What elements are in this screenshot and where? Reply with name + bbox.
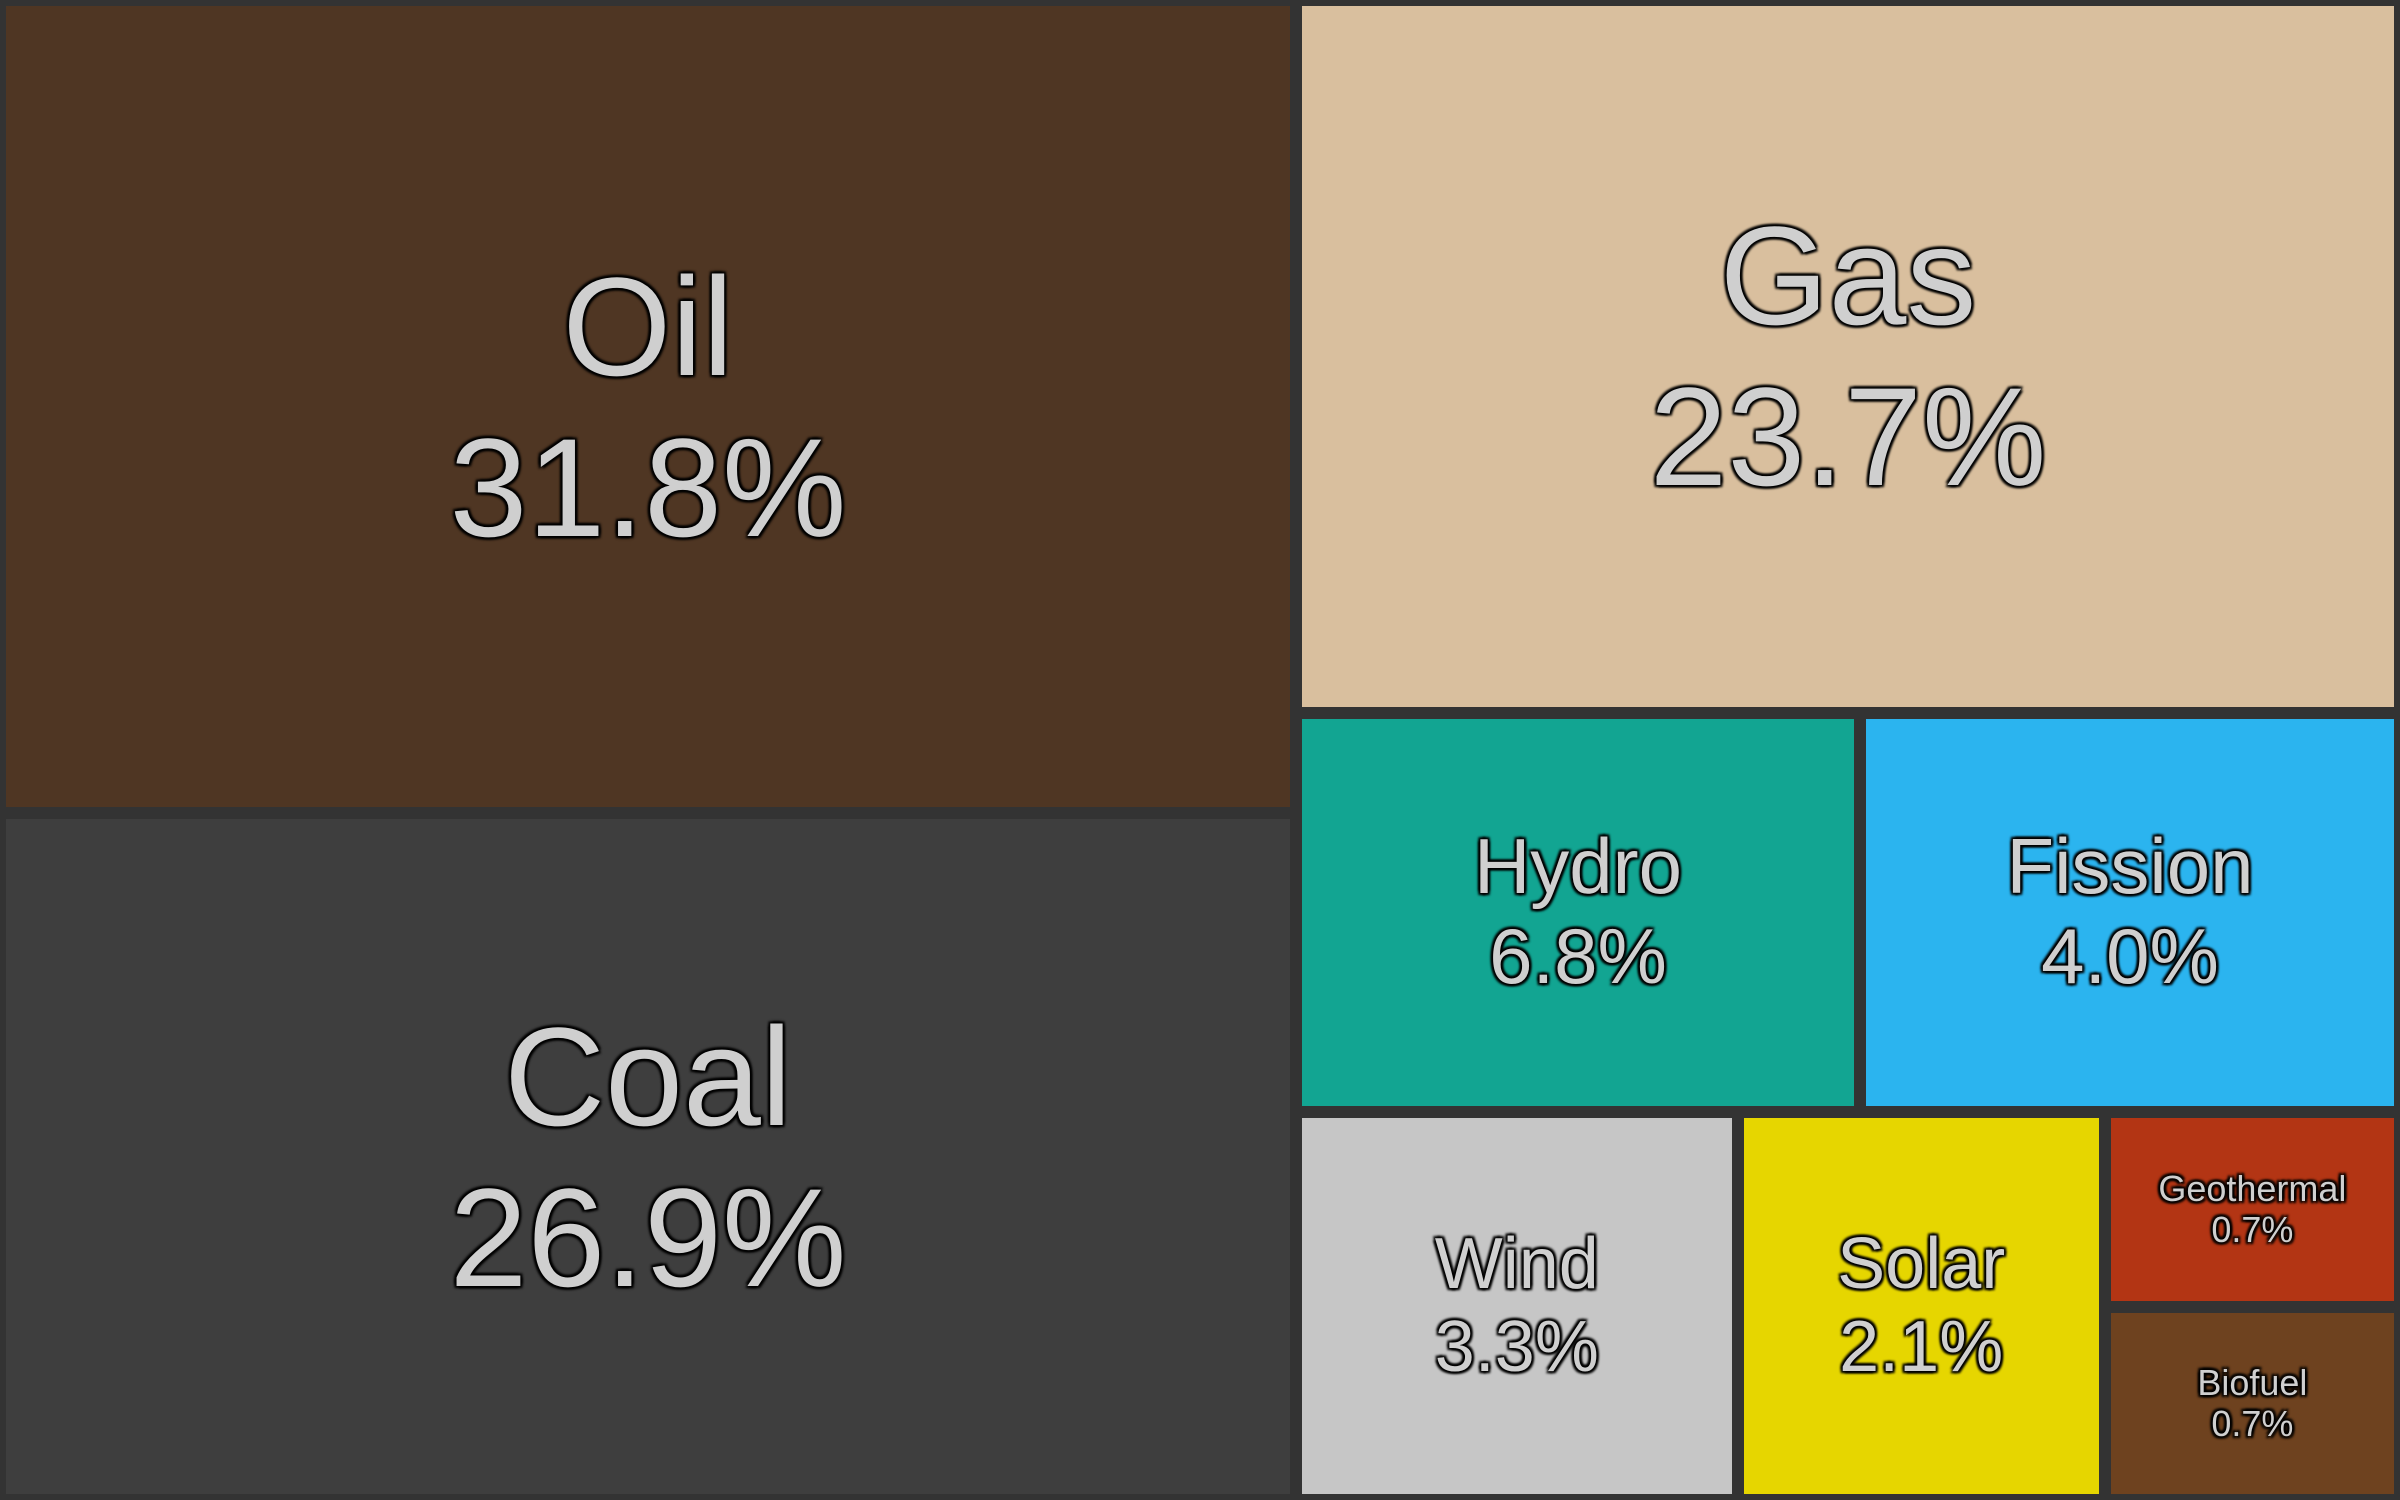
cell-value: 4.0% [2041,912,2219,1002]
cell-name: Coal [504,996,792,1157]
cell-name: Fission [2006,822,2253,912]
cell-value: 6.8% [1489,912,1667,1002]
cell-name: Solar [1837,1223,2005,1306]
cell-value: 23.7% [1650,356,2047,517]
cell-name: Wind [1435,1223,1599,1306]
cell-name: Geothermal [2158,1168,2346,1209]
treemap-cell-biofuel: Biofuel0.7% [2105,1307,2400,1500]
treemap-cell-hydro: Hydro6.8% [1296,713,1860,1112]
treemap-cell-wind: Wind3.3% [1296,1112,1738,1500]
cell-value: 31.8% [450,407,847,568]
cell-value: 0.7% [2211,1403,2293,1444]
energy-treemap: Oil31.8%Coal26.9%Gas23.7%Hydro6.8%Fissio… [0,0,2400,1500]
cell-value: 2.1% [1839,1306,2003,1389]
cell-name: Hydro [1474,822,1682,912]
treemap-cell-coal: Coal26.9% [0,813,1296,1500]
cell-value: 26.9% [450,1157,847,1318]
treemap-cell-geothermal: Geothermal0.7% [2105,1112,2400,1307]
treemap-cell-fission: Fission4.0% [1860,713,2400,1112]
cell-value: 3.3% [1435,1306,1599,1389]
cell-value: 0.7% [2211,1209,2293,1250]
treemap-cell-solar: Solar2.1% [1738,1112,2105,1500]
treemap-cell-gas: Gas23.7% [1296,0,2400,713]
cell-name: Gas [1720,195,1977,356]
treemap-cell-oil: Oil31.8% [0,0,1296,813]
cell-name: Biofuel [2197,1362,2307,1403]
cell-name: Oil [562,246,733,407]
